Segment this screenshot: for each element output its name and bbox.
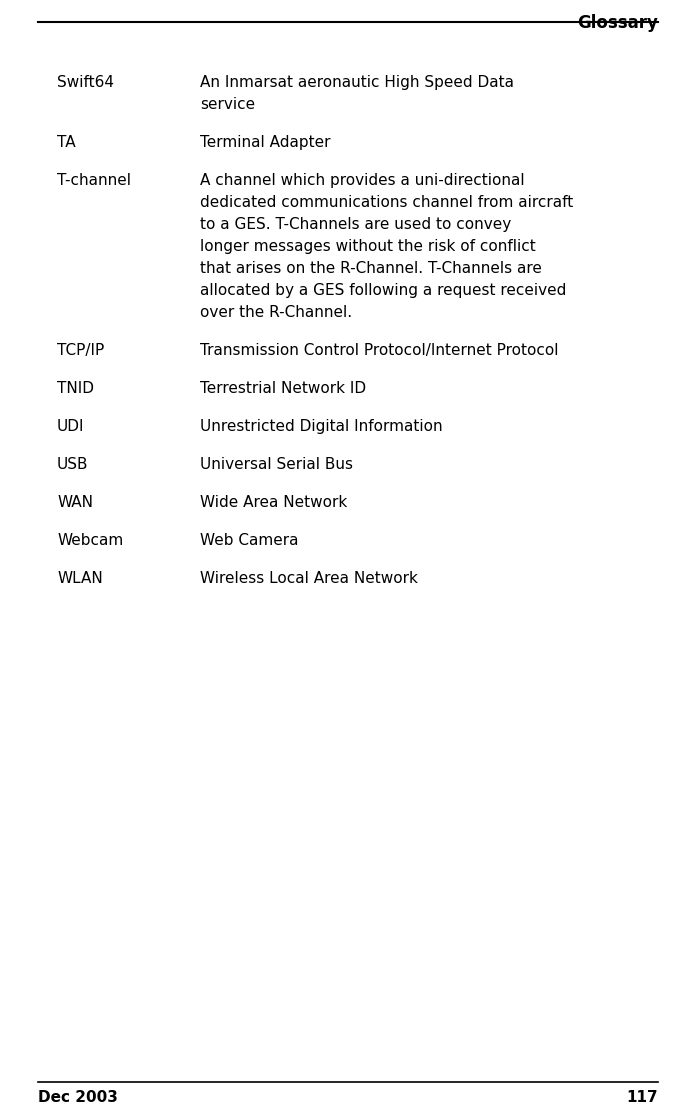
Text: 117: 117 — [626, 1090, 658, 1104]
Text: TA: TA — [57, 135, 76, 150]
Text: Swift64: Swift64 — [57, 75, 114, 90]
Text: USB: USB — [57, 457, 89, 472]
Text: Transmission Control Protocol/Internet Protocol: Transmission Control Protocol/Internet P… — [200, 343, 559, 359]
Text: longer messages without the risk of conflict: longer messages without the risk of conf… — [200, 239, 535, 254]
Text: A channel which provides a uni-directional: A channel which provides a uni-direction… — [200, 173, 525, 188]
Text: Terminal Adapter: Terminal Adapter — [200, 135, 331, 150]
Text: service: service — [200, 97, 255, 112]
Text: Glossary: Glossary — [577, 14, 658, 32]
Text: that arises on the R-Channel. T-Channels are: that arises on the R-Channel. T-Channels… — [200, 261, 542, 276]
Text: TNID: TNID — [57, 381, 94, 396]
Text: An Inmarsat aeronautic High Speed Data: An Inmarsat aeronautic High Speed Data — [200, 75, 514, 90]
Text: Universal Serial Bus: Universal Serial Bus — [200, 457, 353, 472]
Text: Web Camera: Web Camera — [200, 533, 298, 548]
Text: Terrestrial Network ID: Terrestrial Network ID — [200, 381, 366, 396]
Text: WAN: WAN — [57, 495, 93, 509]
Text: T-channel: T-channel — [57, 173, 131, 188]
Text: TCP/IP: TCP/IP — [57, 343, 104, 359]
Text: WLAN: WLAN — [57, 571, 102, 586]
Text: Dec 2003: Dec 2003 — [38, 1090, 118, 1104]
Text: over the R-Channel.: over the R-Channel. — [200, 305, 352, 320]
Text: Webcam: Webcam — [57, 533, 123, 548]
Text: Wide Area Network: Wide Area Network — [200, 495, 347, 509]
Text: UDI: UDI — [57, 418, 85, 434]
Text: to a GES. T-Channels are used to convey: to a GES. T-Channels are used to convey — [200, 216, 512, 232]
Text: Unrestricted Digital Information: Unrestricted Digital Information — [200, 418, 443, 434]
Text: allocated by a GES following a request received: allocated by a GES following a request r… — [200, 283, 566, 297]
Text: Wireless Local Area Network: Wireless Local Area Network — [200, 571, 418, 586]
Text: dedicated communications channel from aircraft: dedicated communications channel from ai… — [200, 195, 573, 210]
